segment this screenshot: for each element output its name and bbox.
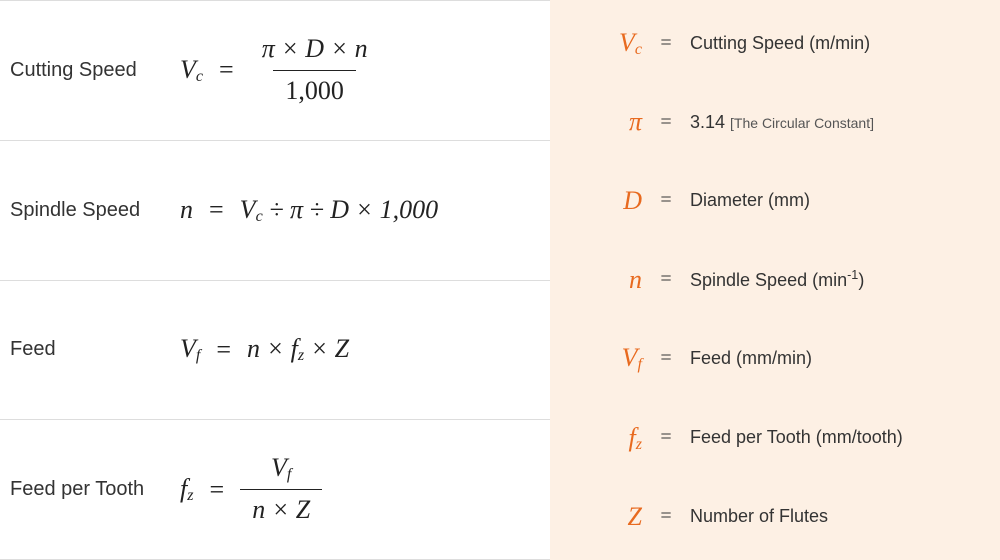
formula-expression: n = Vc ÷ π ÷ D × 1,000 bbox=[180, 195, 438, 226]
legend-row-d: D = Diameter (mm) bbox=[586, 178, 976, 224]
equals-sign: = bbox=[656, 189, 676, 212]
formula-row-feed: Feed Vf = n × fz × Z bbox=[0, 280, 550, 420]
equals-sign: = bbox=[656, 111, 676, 134]
formula-label: Cutting Speed bbox=[10, 59, 180, 82]
legend-row-n: n = Spindle Speed (min-1) bbox=[586, 257, 976, 303]
equals-sign: = bbox=[215, 55, 238, 85]
formula-lhs: Vf bbox=[180, 334, 200, 365]
formula-label: Feed per Tooth bbox=[10, 478, 180, 501]
fraction-numerator: Vf bbox=[259, 452, 303, 489]
equals-sign: = bbox=[206, 475, 229, 505]
legend-row-pi: π = 3.14 [The Circular Constant] bbox=[586, 99, 976, 145]
legend-symbol: n bbox=[586, 265, 642, 295]
formula-rhs: Vc ÷ π ÷ D × 1,000 bbox=[240, 195, 438, 226]
legend-panel: Vc = Cutting Speed (m/min) π = 3.14 [The… bbox=[550, 0, 1000, 560]
fraction-numerator: π × D × n bbox=[250, 33, 380, 70]
equals-sign: = bbox=[656, 505, 676, 528]
formula-row-cutting-speed: Cutting Speed Vc = π × D × n 1,000 bbox=[0, 0, 550, 140]
legend-symbol: Z bbox=[586, 502, 642, 532]
equals-sign: = bbox=[656, 347, 676, 370]
legend-row-vc: Vc = Cutting Speed (m/min) bbox=[586, 20, 976, 67]
formula-lhs: Vc bbox=[180, 55, 203, 86]
legend-description: Diameter (mm) bbox=[690, 190, 810, 211]
fraction-denominator: n × Z bbox=[240, 489, 322, 527]
formula-expression: fz = Vf n × Z bbox=[180, 452, 322, 527]
legend-symbol: Vf bbox=[586, 343, 642, 374]
formulas-panel: Cutting Speed Vc = π × D × n 1,000 Spind… bbox=[0, 0, 550, 560]
legend-description: Spindle Speed (min-1) bbox=[690, 268, 864, 291]
equals-sign: = bbox=[212, 335, 235, 365]
legend-symbol: π bbox=[586, 107, 642, 137]
equals-sign: = bbox=[205, 195, 228, 225]
equals-sign: = bbox=[656, 268, 676, 291]
formula-expression: Vf = n × fz × Z bbox=[180, 334, 349, 365]
formula-lhs: n bbox=[180, 195, 193, 225]
formula-lhs: fz bbox=[180, 474, 194, 505]
legend-symbol: fz bbox=[586, 423, 642, 454]
formula-label: Feed bbox=[10, 338, 180, 361]
equals-sign: = bbox=[656, 426, 676, 449]
legend-description: 3.14 [The Circular Constant] bbox=[690, 112, 874, 133]
legend-symbol: D bbox=[586, 186, 642, 216]
formula-rhs: n × fz × Z bbox=[247, 334, 349, 365]
fraction-denominator: 1,000 bbox=[273, 70, 356, 108]
legend-description: Cutting Speed (m/min) bbox=[690, 33, 870, 54]
formula-label: Spindle Speed bbox=[10, 199, 180, 222]
legend-row-vf: Vf = Feed (mm/min) bbox=[586, 335, 976, 382]
legend-row-z: Z = Number of Flutes bbox=[586, 494, 976, 540]
formula-row-feed-per-tooth: Feed per Tooth fz = Vf n × Z bbox=[0, 419, 550, 560]
legend-description: Number of Flutes bbox=[690, 506, 828, 527]
fraction: Vf n × Z bbox=[240, 452, 322, 527]
legend-row-fz: fz = Feed per Tooth (mm/tooth) bbox=[586, 415, 976, 462]
legend-symbol: Vc bbox=[586, 28, 642, 59]
equals-sign: = bbox=[656, 32, 676, 55]
formula-row-spindle-speed: Spindle Speed n = Vc ÷ π ÷ D × 1,000 bbox=[0, 140, 550, 280]
fraction: π × D × n 1,000 bbox=[250, 33, 380, 107]
formula-expression: Vc = π × D × n 1,000 bbox=[180, 33, 380, 107]
legend-description: Feed (mm/min) bbox=[690, 348, 812, 369]
legend-description: Feed per Tooth (mm/tooth) bbox=[690, 427, 903, 448]
